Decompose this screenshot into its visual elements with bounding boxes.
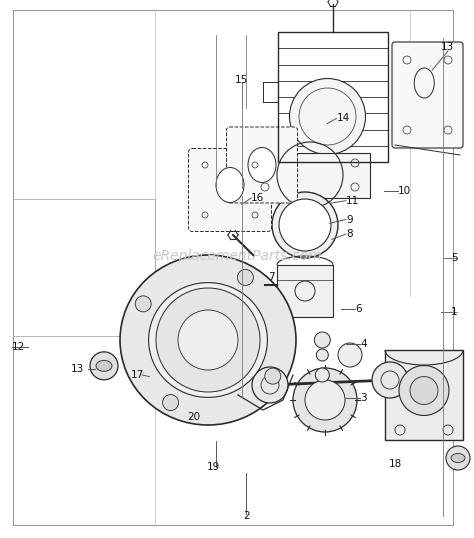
Text: 10: 10 [398,186,411,196]
Text: 5: 5 [451,253,457,263]
Text: 3: 3 [360,393,367,403]
Text: 16: 16 [251,193,264,203]
Circle shape [316,349,328,361]
Circle shape [237,270,254,286]
Circle shape [315,368,329,382]
Bar [13,199,155,336]
Ellipse shape [216,167,244,202]
Circle shape [279,199,331,251]
Text: 4: 4 [360,339,367,349]
Ellipse shape [248,147,276,182]
Bar [278,32,388,162]
Circle shape [156,288,260,392]
Text: 13: 13 [71,364,84,373]
FancyBboxPatch shape [392,42,463,148]
Circle shape [338,343,362,367]
Text: 8: 8 [346,229,353,239]
Text: 1: 1 [451,307,457,317]
Text: 14: 14 [337,114,350,123]
FancyBboxPatch shape [189,148,272,231]
Text: 12: 12 [12,342,25,352]
Circle shape [178,310,238,370]
Circle shape [293,368,357,432]
Circle shape [290,79,365,154]
Circle shape [90,352,118,380]
Text: 18: 18 [389,459,402,469]
FancyBboxPatch shape [227,127,298,203]
Text: eReplacementParts.com: eReplacementParts.com [152,249,322,263]
Circle shape [265,368,281,384]
Ellipse shape [149,282,267,398]
Circle shape [410,377,438,405]
Text: 2: 2 [243,512,250,521]
Circle shape [314,332,330,348]
Circle shape [163,394,179,410]
Bar [385,350,463,440]
Circle shape [135,296,151,312]
Circle shape [446,446,470,470]
Text: 17: 17 [130,370,144,380]
Circle shape [399,365,449,415]
Text: 20: 20 [187,412,200,422]
Text: 13: 13 [441,43,455,52]
Ellipse shape [120,255,296,425]
Text: 6: 6 [356,305,362,314]
Circle shape [272,192,338,258]
Text: 11: 11 [346,196,359,206]
Circle shape [252,367,288,403]
Bar [277,265,333,317]
Text: 9: 9 [346,215,353,224]
Text: 7: 7 [268,272,274,282]
Circle shape [305,380,345,420]
Text: 19: 19 [207,462,220,472]
Circle shape [372,362,408,398]
Ellipse shape [451,454,465,463]
Ellipse shape [96,360,112,371]
Bar [250,152,370,197]
Text: 15: 15 [235,75,248,84]
